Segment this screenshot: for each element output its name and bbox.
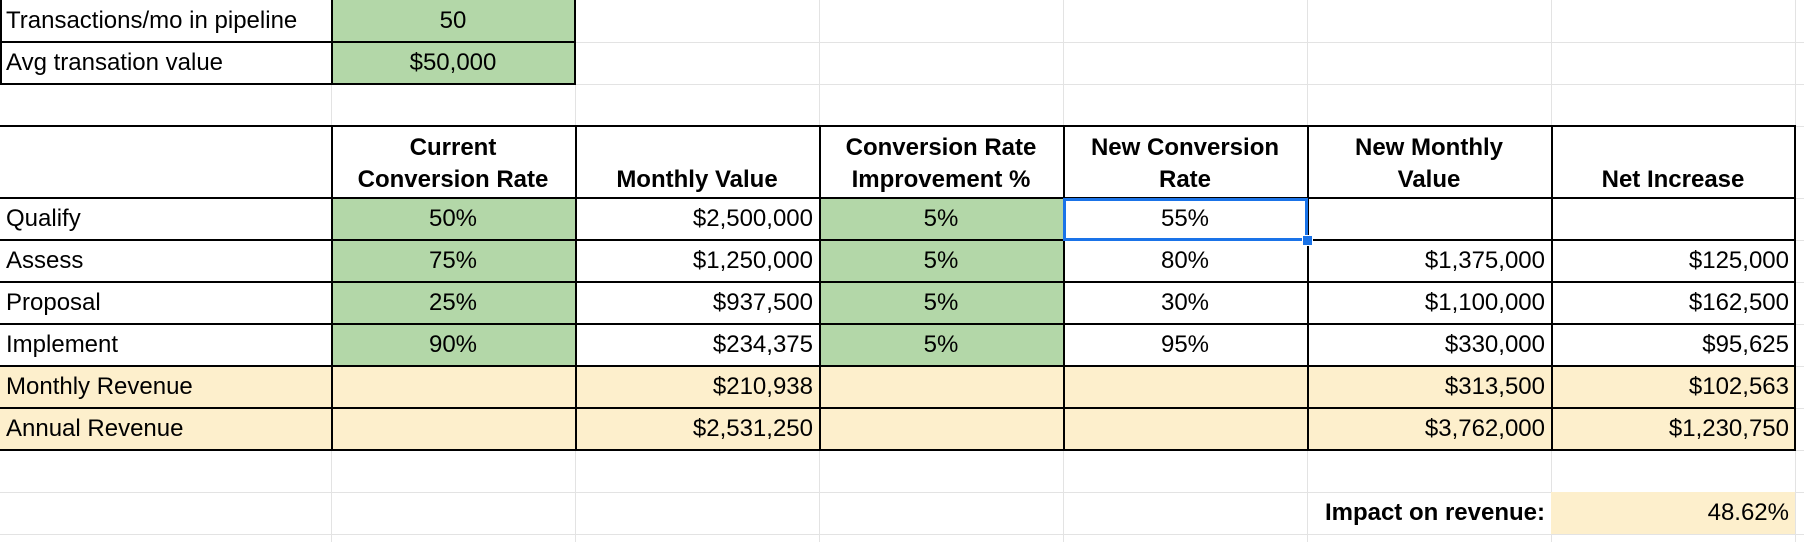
gridline-row-12	[0, 534, 1804, 535]
new-conversion-rate-qualify[interactable]: 55%	[1160, 205, 1210, 232]
monthly-revenue-monthly-value[interactable]: $210,938	[575, 366, 819, 408]
current-rate-proposal[interactable]: 25%	[331, 282, 575, 324]
header-col6[interactable]: New Monthly Value	[1307, 126, 1551, 198]
annual-revenue-blank-1[interactable]	[331, 408, 575, 450]
current-rate-qualify[interactable]: 50%	[331, 198, 575, 240]
annual-revenue-new-monthly-value[interactable]: $3,762,000	[1307, 408, 1551, 450]
new-monthly-value-proposal[interactable]: $1,100,000	[1424, 289, 1545, 316]
header-col4[interactable]: Conversion Rate Improvement %	[819, 126, 1063, 198]
header-col2-line-1: Current	[409, 134, 497, 161]
new-monthly-value-implement[interactable]: $330,000	[1444, 331, 1545, 358]
annual-revenue-blank-3[interactable]	[1063, 408, 1307, 450]
header-col3[interactable]: Monthly Value	[575, 126, 819, 198]
monthly-revenue-blank-3[interactable]	[1063, 366, 1307, 408]
new-monthly-value-assess[interactable]: $1,375,000	[1424, 247, 1545, 274]
monthly-value-assess[interactable]: $1,250,000	[692, 247, 813, 274]
improvement-assess[interactable]: 5%	[819, 240, 1063, 282]
monthly-revenue-net-increase[interactable]: $102,563	[1551, 366, 1795, 408]
header-col4-line-1: Conversion Rate	[845, 134, 1037, 161]
current-rate-implement[interactable]: 90%	[331, 324, 575, 366]
improvement-proposal[interactable]: 5%	[819, 282, 1063, 324]
gridline-row-2	[0, 84, 1804, 85]
monthly-revenue-label[interactable]: Monthly Revenue	[0, 366, 331, 408]
net-increase-qualify[interactable]	[1551, 198, 1795, 240]
net-increase-assess[interactable]: $125,000	[1688, 247, 1789, 274]
stage-label-implement[interactable]: Implement	[6, 331, 119, 358]
fill-handle[interactable]	[1302, 235, 1313, 246]
header-col6-line-2: Value	[1397, 166, 1461, 193]
avg-value-label[interactable]: Avg transation value	[6, 49, 224, 76]
stage-label-qualify[interactable]: Qualify	[6, 205, 81, 232]
annual-revenue-net-increase[interactable]: $1,230,750	[1551, 408, 1795, 450]
gridline-col-7	[1795, 0, 1796, 542]
gridline-row-10	[0, 450, 1804, 451]
improvement-implement[interactable]: 5%	[819, 324, 1063, 366]
header-col3-line-1: Monthly Value	[616, 166, 778, 193]
annual-revenue-blank-2[interactable]	[819, 408, 1063, 450]
header-col7-line-1: Net Increase	[1601, 166, 1745, 193]
header-col5-line-2: Rate	[1158, 166, 1212, 193]
cell-selection-outline[interactable]	[1063, 198, 1308, 241]
new-monthly-value-qualify[interactable]	[1307, 198, 1551, 240]
header-col4-line-2: Improvement %	[851, 166, 1031, 193]
impact-value[interactable]: 48.62%	[1551, 492, 1795, 534]
monthly-value-qualify[interactable]: $2,500,000	[692, 205, 813, 232]
monthly-value-proposal[interactable]: $937,500	[712, 289, 813, 316]
annual-revenue-label[interactable]: Annual Revenue	[0, 408, 331, 450]
new-conversion-rate-proposal[interactable]: 30%	[1160, 289, 1210, 316]
stage-label-proposal[interactable]: Proposal	[6, 289, 101, 316]
net-increase-proposal[interactable]: $162,500	[1688, 289, 1789, 316]
header-col5[interactable]: New Conversion Rate	[1063, 126, 1307, 198]
header-col2[interactable]: Current Conversion Rate	[331, 126, 575, 198]
header-col5-line-1: New Conversion	[1090, 134, 1280, 161]
stage-label-assess[interactable]: Assess	[6, 247, 84, 274]
header-col2-line-2: Conversion Rate	[357, 166, 549, 193]
avg-value[interactable]: $50,000	[331, 42, 575, 84]
monthly-revenue-blank-1[interactable]	[331, 366, 575, 408]
annual-revenue-monthly-value[interactable]: $2,531,250	[575, 408, 819, 450]
net-increase-implement[interactable]: $95,625	[1702, 331, 1789, 358]
improvement-qualify[interactable]: 5%	[819, 198, 1063, 240]
header-col6-line-1: New Monthly	[1355, 134, 1503, 161]
transactions-value[interactable]: 50	[331, 0, 575, 42]
new-conversion-rate-implement[interactable]: 95%	[1160, 331, 1210, 358]
transactions-label[interactable]: Transactions/mo in pipeline	[6, 7, 298, 34]
monthly-value-implement[interactable]: $234,375	[712, 331, 813, 358]
impact-label[interactable]: Impact on revenue:	[1324, 499, 1545, 526]
monthly-revenue-new-monthly-value[interactable]: $313,500	[1307, 366, 1551, 408]
monthly-revenue-blank-2[interactable]	[819, 366, 1063, 408]
current-rate-assess[interactable]: 75%	[331, 240, 575, 282]
header-col7[interactable]: Net Increase	[1551, 126, 1795, 198]
new-conversion-rate-assess[interactable]: 80%	[1160, 247, 1210, 274]
header-stage[interactable]	[0, 126, 331, 198]
